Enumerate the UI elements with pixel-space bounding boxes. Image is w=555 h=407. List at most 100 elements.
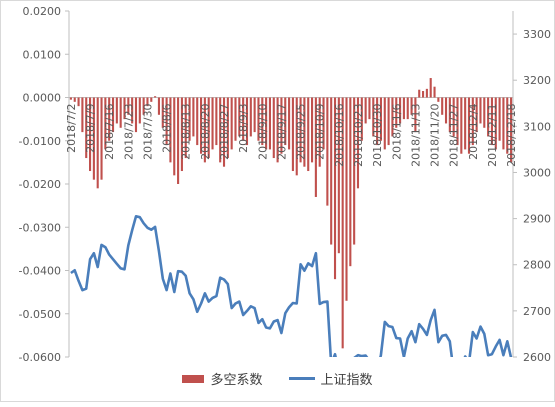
bar-mark [276, 97, 279, 163]
bar-mark [410, 97, 413, 115]
x-tick-label: 2018/8/6 [161, 104, 174, 153]
x-tick-label: 2018/12/4 [467, 103, 480, 159]
bar-mark [337, 97, 340, 254]
bar-mark [364, 97, 367, 124]
left-tick-label: -0.0200 [19, 178, 61, 191]
legend-item-bar: 多空系数 [182, 369, 263, 388]
bar-mark [310, 97, 314, 163]
x-tick-label: 2018/7/9 [84, 104, 97, 153]
x-tick-label: 2018/11/6 [390, 104, 403, 160]
bar-mark [165, 97, 168, 146]
bar-mark [498, 97, 501, 141]
bar-mark [280, 97, 283, 154]
left-tick-label: -0.0600 [19, 351, 61, 364]
bar-mark [154, 96, 157, 98]
bar-mark [215, 97, 218, 146]
bar-mark [479, 97, 482, 124]
x-tick-label: 2018/8/27 [218, 104, 231, 160]
bar-mark [353, 97, 356, 245]
bar-mark [483, 97, 486, 128]
right-tick-label: 3300 [523, 28, 551, 41]
bar-mark [222, 97, 226, 167]
bar-mark [387, 97, 390, 146]
x-tick-label: 2018/7/30 [141, 104, 154, 160]
bar-mark [376, 97, 379, 146]
bar-mark [69, 97, 72, 100]
bar-mark [471, 97, 474, 146]
x-tick-label: 2018/10/16 [333, 104, 346, 167]
bar-mark [418, 89, 421, 98]
bar-mark [108, 97, 111, 141]
bar-mark [433, 86, 436, 98]
x-tick-label: 2018/11/13 [409, 104, 422, 167]
bar-mark [502, 97, 505, 150]
bar-mark [88, 97, 92, 172]
x-tick-label: 2018/9/25 [295, 104, 308, 160]
bar-mark [399, 97, 402, 124]
bar-mark [421, 91, 425, 98]
bar-mark [85, 97, 88, 159]
legend-swatch-line [288, 377, 315, 380]
bar-mark [188, 97, 191, 141]
bar-mark [242, 97, 245, 141]
bar-mark [391, 97, 394, 137]
bar-mark [444, 97, 448, 124]
bar-mark [288, 97, 291, 150]
bar-mark [131, 97, 134, 124]
bar-mark [199, 97, 203, 154]
x-tick-label: 2018/9/17 [275, 104, 288, 160]
bar-mark [207, 97, 210, 159]
x-tick-label: 2018/8/20 [199, 104, 212, 160]
bar-mark [456, 97, 459, 146]
bar-mark [230, 97, 233, 150]
x-tick-label: 2018/8/13 [180, 104, 193, 160]
bar-mark [464, 97, 467, 150]
right-tick-label: 3100 [523, 120, 551, 133]
x-tick-label: 2018/11/20 [429, 104, 442, 167]
bar-mark [510, 97, 513, 163]
bar-mark [177, 97, 180, 184]
bar-mark [291, 97, 294, 172]
x-tick-label: 2018/12/11 [486, 103, 499, 166]
bar-mark [295, 97, 298, 176]
left-tick-label: -0.0100 [19, 135, 61, 148]
bar-mark [506, 97, 509, 154]
bar-mark [142, 97, 145, 115]
bar-mark [238, 97, 241, 137]
bar-mark [333, 97, 337, 280]
bar-mark [134, 97, 138, 133]
legend-swatch-bar [182, 374, 205, 383]
bar-mark [379, 97, 383, 141]
bar-mark [322, 97, 325, 150]
bar-mark [452, 97, 455, 137]
left-tick-label: 0.0000 [23, 92, 62, 105]
bar-mark [460, 97, 463, 154]
bar-mark [414, 97, 417, 133]
right-tick-label: 2800 [523, 259, 551, 272]
bar-mark [395, 97, 398, 128]
bar-mark [123, 97, 126, 120]
x-tick-label: 2018/7/16 [103, 104, 116, 160]
bar-mark [96, 97, 99, 189]
bar-mark [284, 97, 287, 146]
x-tick-label: 2018/10/9 [314, 104, 327, 160]
bar-mark [169, 97, 172, 163]
bar-mark [402, 97, 405, 120]
bar-mark [77, 97, 80, 107]
index-line [70, 215, 513, 357]
right-tick-label: 2900 [523, 213, 551, 226]
bar-mark [490, 97, 494, 146]
bar-mark [429, 78, 432, 98]
bar-mark [318, 97, 321, 167]
bar-mark [138, 97, 141, 124]
x-tick-label: 2018/11/27 [448, 104, 461, 167]
bar-mark [437, 97, 440, 102]
bar-mark [211, 97, 214, 150]
bar-mark [326, 97, 329, 206]
right-tick-label: 3200 [523, 74, 551, 87]
bar-mark [146, 97, 149, 107]
x-tick-label: 2018/10/23 [352, 104, 365, 167]
right-tick-label: 3000 [523, 166, 551, 179]
bar-mark [203, 97, 206, 163]
bar-mark [303, 97, 306, 167]
